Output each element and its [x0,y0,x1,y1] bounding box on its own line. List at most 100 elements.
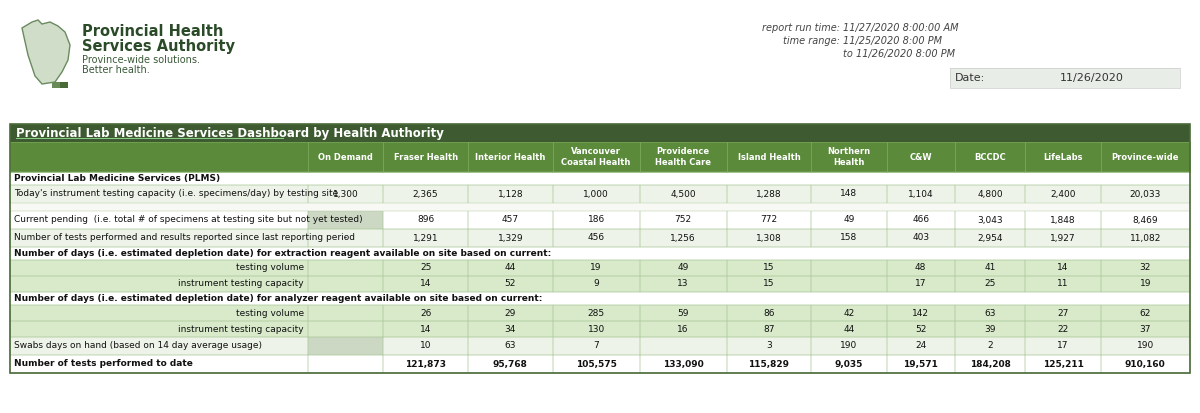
Text: 910,160: 910,160 [1124,359,1165,368]
Bar [1100,185,1190,203]
Bar [887,355,955,373]
Bar [10,276,308,292]
Bar [553,185,640,203]
Bar [955,185,1025,203]
Bar [10,172,1190,185]
Text: Province-wide: Province-wide [1111,152,1180,161]
Bar [640,305,727,321]
Text: 25: 25 [420,263,431,273]
Bar [468,276,553,292]
Bar [553,142,640,172]
Bar [308,337,383,355]
Bar [553,337,640,355]
Text: 41: 41 [984,263,996,273]
Bar [640,211,727,229]
Bar [640,305,727,321]
Text: 25: 25 [984,280,996,289]
Text: Provincial Health: Provincial Health [82,24,223,40]
Bar [10,260,308,276]
Bar [1100,229,1190,247]
Text: 158: 158 [840,233,858,242]
Text: 184,208: 184,208 [970,359,1010,368]
Text: C&W: C&W [910,152,932,161]
Text: 456: 456 [588,233,605,242]
Bar [887,211,955,229]
Text: 44: 44 [505,263,516,273]
Bar [640,276,727,292]
Bar [308,321,383,337]
Text: 87: 87 [763,325,775,334]
Bar [640,337,727,355]
Text: 11/27/2020 8:00:00 AM: 11/27/2020 8:00:00 AM [842,23,959,33]
Text: Vancouver
Coastal Health: Vancouver Coastal Health [562,147,631,167]
Text: 115,829: 115,829 [749,359,790,368]
Text: 20,033: 20,033 [1129,190,1160,199]
Bar [950,68,1180,88]
Bar [887,211,955,229]
Text: Better health.: Better health. [82,65,150,75]
Bar [887,229,955,247]
Bar [955,229,1025,247]
Text: 19,571: 19,571 [904,359,938,368]
Text: 22: 22 [1057,325,1069,334]
Bar [727,211,811,229]
Bar [1025,276,1100,292]
Text: 2,400: 2,400 [1050,190,1075,199]
Bar [811,355,887,373]
Bar [308,305,383,321]
Text: 19: 19 [1140,280,1151,289]
Text: 4,500: 4,500 [671,190,696,199]
Bar [468,355,553,373]
Bar [308,229,383,247]
Text: Provincial Lab Medicine Services (PLMS): Provincial Lab Medicine Services (PLMS) [14,174,220,183]
Bar [640,185,727,203]
Bar [811,229,887,247]
Bar [1025,276,1100,292]
Text: 9: 9 [593,280,599,289]
Bar [811,321,887,337]
Bar [10,260,308,276]
Text: 1,291: 1,291 [413,233,438,242]
Bar [553,260,640,276]
Text: 10: 10 [420,342,431,351]
Bar [383,276,468,292]
Text: Northern
Health: Northern Health [827,147,870,167]
Text: Number of tests performed and results reported since last reporting period: Number of tests performed and results re… [14,233,355,242]
Text: 44: 44 [844,325,854,334]
Bar [10,185,308,203]
Bar [887,142,955,172]
Text: Providence
Health Care: Providence Health Care [655,147,712,167]
Bar [1025,260,1100,276]
Bar [52,82,60,88]
Text: 52: 52 [916,325,926,334]
Bar [468,305,553,321]
Text: 142: 142 [912,309,929,318]
Bar [811,142,887,172]
Bar [468,185,553,203]
Text: Date:: Date: [955,73,985,83]
Bar [383,260,468,276]
Bar [553,229,640,247]
Bar [887,337,955,355]
Bar [1100,142,1190,172]
Text: 1,000: 1,000 [583,190,608,199]
Bar [640,321,727,337]
Bar [1100,211,1190,229]
Bar [955,211,1025,229]
Bar [1100,229,1190,247]
Bar [16,138,284,139]
Text: 125,211: 125,211 [1043,359,1084,368]
Text: 752: 752 [674,216,691,225]
Bar [383,305,468,321]
Text: 16: 16 [677,325,689,334]
Bar [811,211,887,229]
Bar [727,321,811,337]
Bar [811,276,887,292]
Bar [553,211,640,229]
Text: 1,848: 1,848 [1050,216,1076,225]
Text: instrument testing capacity: instrument testing capacity [179,280,304,289]
Bar [10,292,1190,305]
Bar [308,211,383,229]
Bar [955,185,1025,203]
Bar [811,355,887,373]
